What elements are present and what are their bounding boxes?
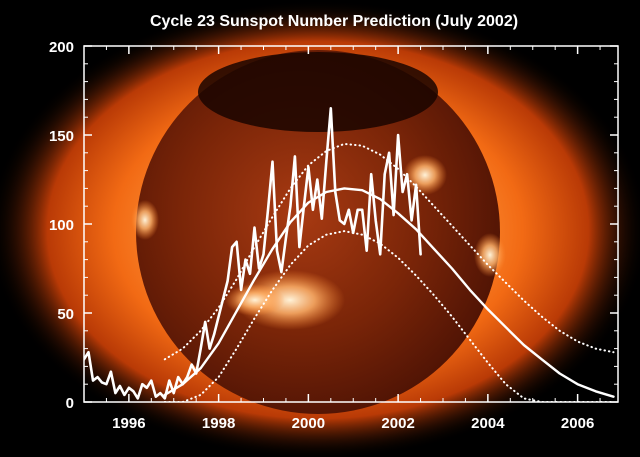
observed-line [84, 107, 422, 400]
y-tick-label: 0 [66, 395, 74, 412]
x-tick-label: 2002 [381, 415, 414, 432]
x-tick-label: 1998 [202, 415, 235, 432]
upper-bound-line [163, 142, 615, 361]
lower-bound-line [163, 230, 615, 402]
series-layer [84, 107, 615, 402]
x-tick-label: 2000 [292, 415, 325, 432]
prediction-line [163, 187, 615, 398]
y-tick-label: 200 [49, 39, 74, 56]
x-tick-label: 1996 [112, 415, 145, 432]
axis-ticks: 1996 1998 2000 2002 2004 2006 0 50 100 150 200 [49, 39, 618, 432]
chart-title: Cycle 23 Sunspot Number Prediction (July… [150, 13, 518, 30]
x-tick-label: 2004 [471, 415, 505, 432]
y-tick-label: 100 [49, 217, 74, 234]
x-tick-label: 2006 [561, 415, 594, 432]
y-tick-label: 50 [57, 306, 74, 323]
y-tick-label: 150 [49, 128, 74, 145]
